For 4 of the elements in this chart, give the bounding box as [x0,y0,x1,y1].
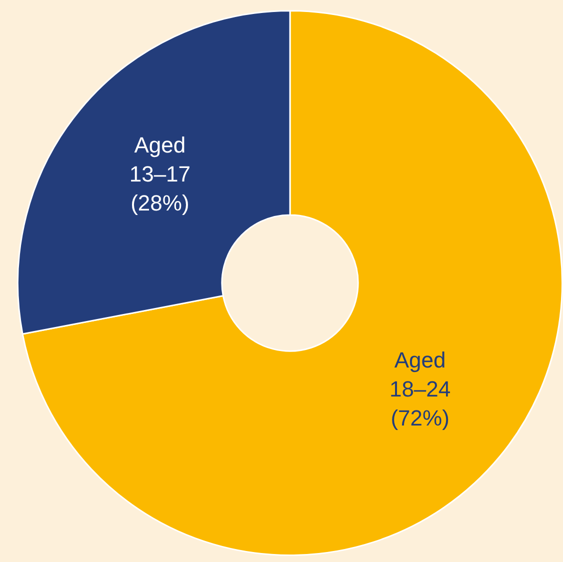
slice-label: Aged 18–24 [389,348,451,402]
data-label: (72%) [390,406,450,431]
data-label: (28%) [130,190,190,216]
slice-label: Aged 13–17 [129,132,191,186]
